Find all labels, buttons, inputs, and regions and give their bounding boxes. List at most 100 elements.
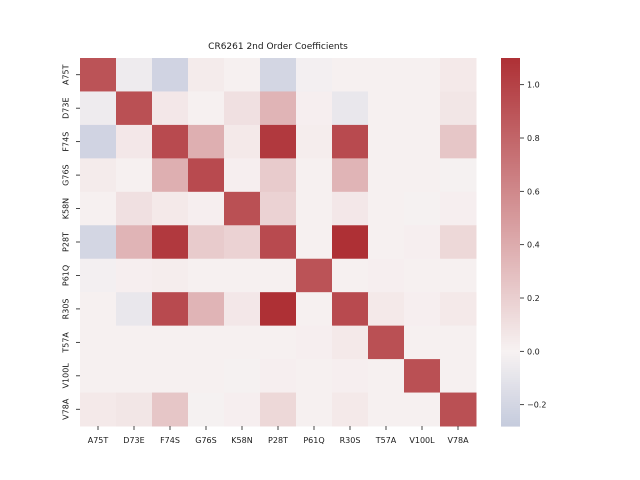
colorbar-segment [501,238,520,241]
colorbar-segment [501,294,520,297]
colorbar-segment [501,392,520,395]
colorbar-segment [501,400,520,403]
colorbar-segment [501,310,520,313]
colorbar-segment [501,298,520,301]
colorbar-segment [501,306,520,309]
colorbar-segment [501,164,520,167]
heatmap-cell-D73E-P28T [260,91,297,126]
colorbar-segment [501,316,520,319]
heatmap-cell-K58N-P28T [260,191,297,226]
colorbar-segment [501,324,520,327]
heatmap-cell-A75T-A75T [80,58,117,92]
colorbar-segment [501,286,520,289]
heatmap-cell-P28T-G76S [188,225,225,260]
heatmap-cell-V78A-V78A [440,392,477,427]
colorbar-segment [501,172,520,175]
heatmap-cell-D73E-P61Q [296,91,333,126]
y-tick-label: V78A [62,398,71,420]
heatmap-cell-T57A-V78A [440,325,477,360]
heatmap-cell-P28T-V100L [404,225,441,260]
heatmap-cell-G76S-R30S [332,158,369,193]
colorbar-segment [501,314,520,317]
colorbar-segment [501,348,520,351]
heatmap-cell-V100L-F74S [152,359,189,394]
colorbar-segment [501,74,520,77]
colorbar-segment [501,422,520,425]
heatmap-cell-V78A-F74S [152,392,189,427]
heatmap-cell-A75T-V100L [404,58,441,92]
colorbar-segment [501,290,520,293]
colorbar-segment [501,370,520,373]
colorbar-tick-label: 0.6 [527,187,540,196]
heatmap-cell-G76S-T57A [368,158,405,193]
y-tick-label: V100L [62,363,71,389]
colorbar-segment [501,404,520,407]
colorbar-segment [501,214,520,217]
x-tick-label: V78A [447,436,469,445]
colorbar-segment [501,218,520,221]
heatmap-cell-P28T-V78A [440,225,477,260]
heatmap-cell-V100L-G76S [188,359,225,394]
heatmap-cell-V78A-G76S [188,392,225,427]
colorbar-segment [501,246,520,249]
colorbar-segment [501,156,520,159]
colorbar-segment [501,112,520,115]
heatmap-cell-T57A-F74S [152,325,189,360]
colorbar-segment [501,212,520,215]
colorbar-segment [501,98,520,101]
colorbar-segment [501,302,520,305]
heatmap-cell-V78A-K58N [224,392,261,427]
heatmap-cell-K58N-G76S [188,191,225,226]
colorbar-segment [501,184,520,187]
heatmap-cell-G76S-V78A [440,158,477,193]
colorbar-segment [501,274,520,277]
colorbar-segment [501,224,520,227]
colorbar-segment [501,90,520,93]
colorbar-segment [501,412,520,415]
colorbar-segment [501,70,520,73]
colorbar-segment [501,82,520,85]
heatmap-cell-A75T-V78A [440,58,477,92]
heatmap-cell-G76S-P61Q [296,158,333,193]
colorbar-segment [501,368,520,371]
colorbar-segment [501,244,520,247]
heatmap-cell-D73E-V78A [440,91,477,126]
colorbar-segment [501,132,520,135]
heatmap-cell-K58N-V100L [404,191,441,226]
colorbar-segment [501,210,520,213]
colorbar-segment [501,376,520,379]
heatmap-cell-P28T-K58N [224,225,261,260]
colorbar-segment [501,330,520,333]
colorbar-segment [501,142,520,145]
colorbar-segment [501,134,520,137]
colorbar-segment [501,116,520,119]
heatmap-cell-P28T-P28T [260,225,297,260]
heatmap-cell-K58N-D73E [116,191,153,226]
colorbar-segment [501,128,520,131]
colorbar-segment [501,220,520,223]
colorbar-segment [501,182,520,185]
heatmap-cell-D73E-R30S [332,91,369,126]
heatmap-cell-F74S-V78A [440,124,477,159]
heatmap-cell-R30S-R30S [332,292,369,327]
heatmap-cell-V78A-T57A [368,392,405,427]
colorbar-segment [501,234,520,237]
colorbar-segment [501,268,520,271]
colorbar-segment [501,284,520,287]
chart-title: CR6261 2nd Order Coefficients [208,42,348,52]
colorbar-segment [501,194,520,197]
colorbar-segment [501,342,520,345]
y-tick-label: K58N [62,198,71,219]
colorbar-segment [501,170,520,173]
heatmap-cell-G76S-V100L [404,158,441,193]
heatmap-cell-F74S-R30S [332,124,369,159]
colorbar-segment [501,58,520,61]
colorbar-segment [501,148,520,151]
heatmap-cell-V100L-K58N [224,359,261,394]
heatmap-cell-A75T-P61Q [296,58,333,92]
heatmap-cell-P28T-R30S [332,225,369,260]
heatmap-cell-R30S-A75T [80,292,117,327]
colorbar-segment [501,96,520,99]
colorbar-tick-label: −0.2 [527,401,546,410]
colorbar-segment [501,356,520,359]
